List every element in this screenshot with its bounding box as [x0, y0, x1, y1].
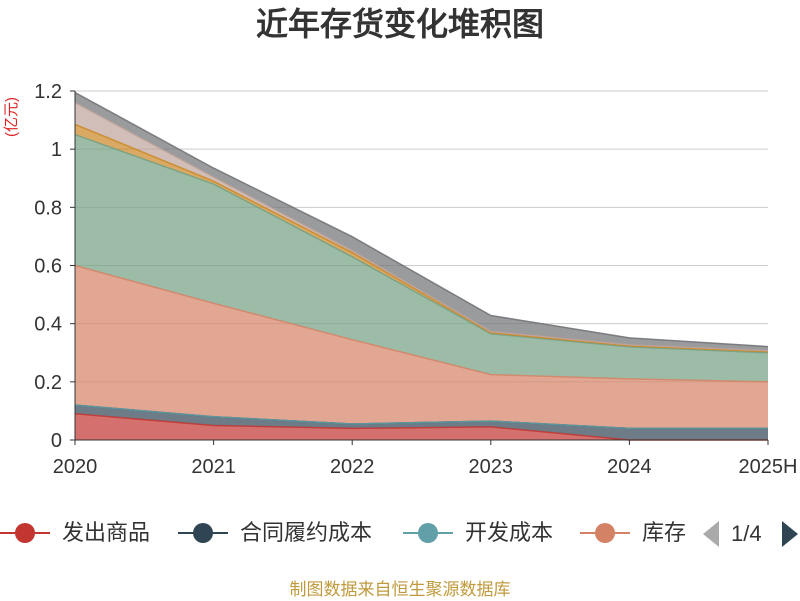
legend-marker-circle: [418, 523, 438, 543]
chart-title: 近年存货变化堆积图: [255, 6, 544, 42]
y-axis-name: (亿元): [3, 97, 20, 137]
legend-line-circle-icon: [0, 523, 50, 543]
legend-prev-page-icon[interactable]: [703, 521, 719, 547]
x-tick-label: 2025H: [739, 456, 798, 478]
series-area-0: [75, 413, 768, 440]
y-tick-label: 0.4: [34, 314, 62, 336]
y-tick-label: 0.6: [34, 256, 62, 278]
y-tick-label: 1: [51, 139, 62, 161]
prev-arrow-shape: [703, 521, 719, 547]
legend-label: 开发成本: [465, 520, 554, 545]
data-source-footer: 制图数据来自恒生聚源数据库: [289, 580, 511, 599]
legend-page-indicator: 1/4: [731, 521, 762, 546]
x-tick-label: 2023: [469, 456, 514, 478]
series-line-2: [74, 404, 768, 430]
axes: 0 0.2 0.4 0.6 0.8 1 1.2 2020 2021 2022 2023 2024 202…: [34, 81, 797, 478]
legend-next-page-icon[interactable]: [782, 521, 798, 547]
legend-item-0[interactable]: 发出商品: [0, 521, 150, 545]
legend-marker-circle: [595, 523, 615, 543]
x-tick-label: 2022: [330, 456, 375, 478]
legend-label: 发出商品: [62, 520, 151, 545]
y-tick-label: 0.2: [34, 372, 62, 394]
series-line-6: [74, 101, 769, 352]
x-tick-label: 2021: [191, 456, 236, 478]
series-line-4: [74, 133, 769, 354]
x-tick-label: 2020: [53, 456, 98, 478]
series-line-3: [74, 264, 769, 383]
legend-line-circle-icon: [403, 523, 453, 543]
series-area-1: [75, 405, 768, 440]
y-tick-label: 0: [51, 430, 62, 452]
legend-item-2[interactable]: 开发成本: [403, 521, 553, 545]
legend-line-circle-icon: [178, 523, 228, 543]
series-line-7: [74, 91, 769, 348]
series-line-5: [74, 123, 769, 353]
series-area-4: [75, 134, 768, 382]
legend-marker-circle: [193, 523, 213, 543]
legend-label: 合同履约成本: [240, 520, 373, 545]
legend-item-1[interactable]: 合同履约成本: [178, 521, 372, 545]
legend-line-circle-icon: [580, 523, 630, 543]
series-area-3: [75, 265, 768, 429]
series-areas: [75, 92, 768, 440]
y-tick-label: 1.2: [34, 81, 62, 103]
y-tick-label: 0.8: [34, 197, 62, 219]
legend-marker-circle: [15, 523, 35, 543]
legend-item-3[interactable]: 库存: [580, 521, 686, 545]
series-lines: [74, 91, 769, 441]
x-tick-label: 2024: [607, 456, 652, 478]
next-arrow-shape: [782, 521, 798, 547]
legend-label: 库存: [642, 520, 687, 545]
